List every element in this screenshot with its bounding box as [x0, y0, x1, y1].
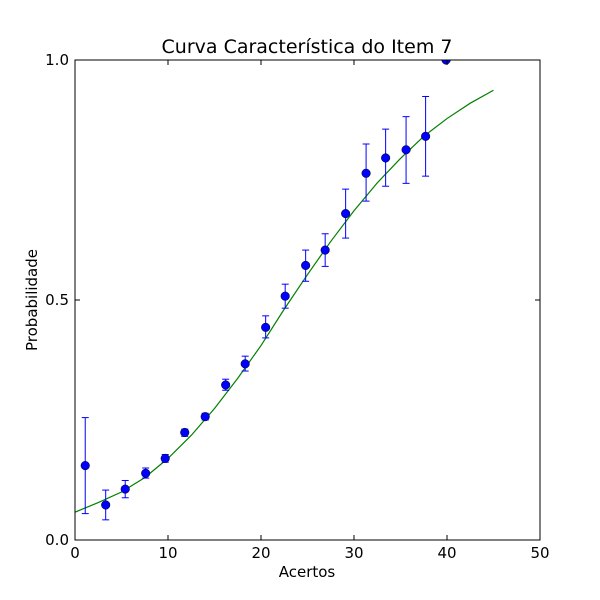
fitted-curve-line [75, 89, 494, 513]
x-tick-label: 30 [344, 544, 363, 562]
data-point [421, 131, 431, 141]
data-point [160, 453, 170, 463]
data-point [221, 380, 231, 390]
axis-ticks: 0 10 20 30 40 50 0.0 0.5 1.0 [45, 51, 549, 562]
data-point [240, 359, 250, 369]
x-tick-label: 20 [251, 544, 270, 562]
y-tick-label: 0.0 [45, 531, 69, 549]
data-point [301, 260, 311, 270]
y-tick-label: 0.5 [45, 291, 69, 309]
x-tick-label: 0 [70, 544, 80, 562]
data-point [401, 145, 411, 155]
x-tick-label: 40 [437, 544, 456, 562]
data-point [261, 322, 271, 332]
data-point [320, 245, 330, 255]
data-point [180, 427, 190, 438]
data-point [361, 168, 371, 178]
data-point [381, 153, 391, 163]
x-tick-label: 50 [530, 544, 549, 562]
y-axis-label: Probabilidade [23, 249, 41, 351]
data-point [280, 291, 290, 301]
plot-area [75, 60, 494, 521]
data-point [120, 484, 130, 494]
data-point [141, 468, 151, 478]
data-point [341, 209, 351, 219]
x-tick-label: 10 [158, 544, 177, 562]
data-point [80, 461, 90, 471]
x-axis-label: Acertos [279, 563, 336, 581]
y-tick-label: 1.0 [45, 51, 69, 69]
data-point [101, 500, 111, 510]
chart-title: Curva Característica do Item 7 [162, 36, 453, 58]
data-point [200, 412, 210, 422]
